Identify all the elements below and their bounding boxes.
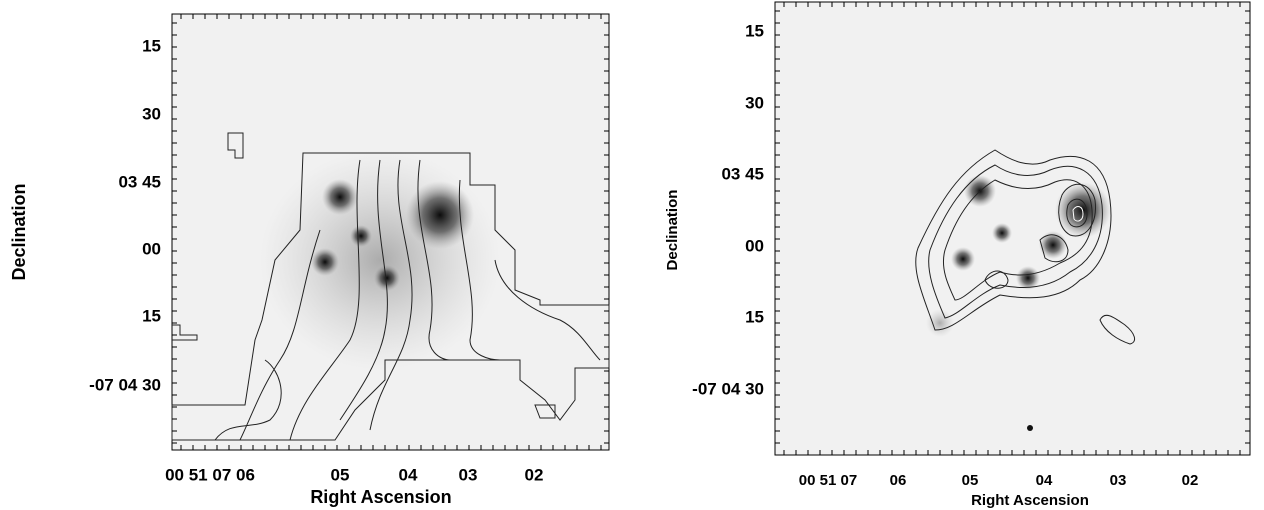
y-axis-label: Declination xyxy=(664,190,681,271)
contour xyxy=(915,149,1112,331)
contour xyxy=(369,159,413,431)
x-tick-label: 04 xyxy=(399,465,418,484)
contour xyxy=(289,159,361,441)
contour xyxy=(1058,183,1096,237)
y-axis-label: Declination xyxy=(9,183,29,280)
contour xyxy=(1099,314,1136,345)
x-tick-label: 03 xyxy=(1110,472,1127,489)
y-tick-label: 03 45 xyxy=(118,172,161,191)
contour xyxy=(928,164,1103,319)
image-frame xyxy=(774,1,1251,456)
source xyxy=(350,225,372,247)
contour xyxy=(227,132,244,159)
contour xyxy=(417,159,451,361)
y-tick-label: 00 xyxy=(142,239,161,258)
contour xyxy=(494,259,601,361)
source xyxy=(951,247,975,271)
right-panel: 15 30 03 45 00 15 -07 04 30 00 51 07 06 … xyxy=(664,1,1251,509)
x-tick-label: 00 51 07 06 xyxy=(165,465,255,484)
y-tick-label: 03 45 xyxy=(721,164,764,183)
source xyxy=(406,181,474,249)
source xyxy=(1055,182,1111,238)
diffuse-emission xyxy=(260,150,500,370)
contour xyxy=(1072,206,1084,222)
contour xyxy=(1039,234,1069,263)
frame-ticks xyxy=(172,2,1250,455)
y-tick-label: -07 04 30 xyxy=(89,375,161,394)
source xyxy=(992,223,1012,243)
y-tick-label: 15 xyxy=(142,306,161,325)
y-tick-label: 15 xyxy=(745,21,764,40)
source xyxy=(374,265,400,291)
x-axis-label: Right Ascension xyxy=(310,487,451,507)
x-tick-label: 00 51 07 xyxy=(799,472,857,489)
x-tick-label: 02 xyxy=(1182,472,1199,489)
y-tick-label: -07 04 30 xyxy=(692,379,764,398)
contour xyxy=(172,324,198,341)
y-tick-label: 00 xyxy=(745,236,764,255)
x-axis-label: Right Ascension xyxy=(971,492,1089,509)
x-tick-label: 03 xyxy=(459,465,478,484)
source xyxy=(1016,266,1040,290)
contour xyxy=(214,359,282,441)
source xyxy=(926,309,954,337)
coverage-boundary xyxy=(171,152,610,441)
contour xyxy=(458,179,501,361)
y-tick-label: 30 xyxy=(142,104,161,123)
source xyxy=(1027,425,1033,431)
source xyxy=(311,248,339,276)
x-tick-label: 05 xyxy=(962,472,979,489)
y-tick-label: 15 xyxy=(745,307,764,326)
x-tick-label: 02 xyxy=(525,465,544,484)
x-tick-label: 04 xyxy=(1036,472,1053,489)
contour xyxy=(942,179,1093,301)
left-panel: 15 30 03 45 00 15 -07 04 30 00 51 07 06 … xyxy=(9,13,610,507)
contour xyxy=(984,270,1009,289)
y-tick-label: 30 xyxy=(745,93,764,112)
source xyxy=(1039,231,1067,259)
y-tick-label: 15 xyxy=(142,36,161,55)
source xyxy=(322,179,358,215)
contour xyxy=(534,404,556,419)
contour xyxy=(239,229,321,441)
x-tick-label: 05 xyxy=(331,465,350,484)
x-tick-label: 06 xyxy=(890,472,907,489)
contour xyxy=(339,159,388,421)
contour xyxy=(1066,198,1088,228)
